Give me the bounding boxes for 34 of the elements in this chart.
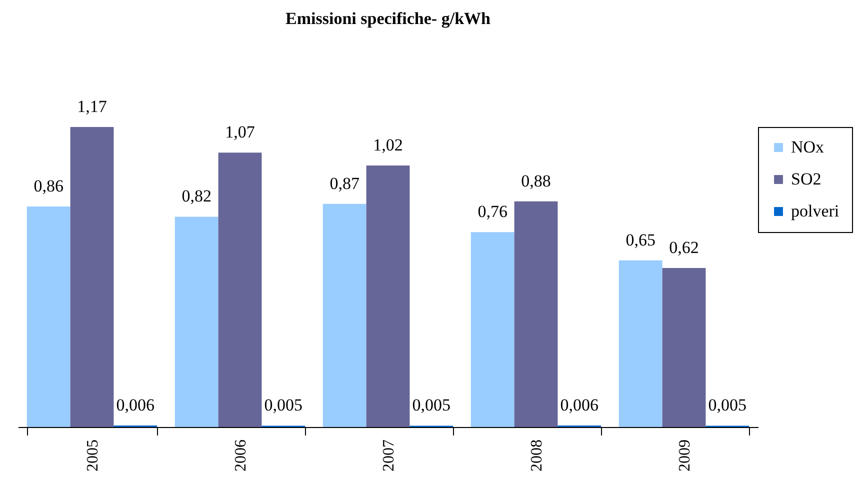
x-tick-label: 2008 bbox=[528, 440, 546, 472]
data-label: 0,006 bbox=[116, 395, 155, 414]
x-tick-label: 2006 bbox=[232, 440, 250, 472]
bar bbox=[366, 165, 410, 427]
bar bbox=[470, 232, 514, 427]
data-label: 0,62 bbox=[669, 238, 699, 258]
legend-label: NOx bbox=[791, 138, 825, 156]
bar bbox=[322, 204, 366, 427]
x-tick-label: 2005 bbox=[84, 440, 102, 472]
legend-label: SO2 bbox=[791, 170, 822, 188]
data-label: 0,76 bbox=[478, 202, 508, 222]
data-label: 1,17 bbox=[77, 97, 108, 116]
data-label: 0,005 bbox=[708, 396, 747, 415]
data-label: 1,07 bbox=[225, 122, 256, 142]
data-label: 0,005 bbox=[412, 396, 451, 415]
bar bbox=[174, 216, 218, 427]
bar bbox=[662, 268, 706, 427]
data-label: 0,65 bbox=[626, 230, 656, 250]
bar bbox=[26, 206, 70, 427]
x-tick-label: 2007 bbox=[380, 440, 398, 472]
data-label: 1,02 bbox=[373, 135, 403, 154]
bar bbox=[218, 152, 262, 427]
data-label: 0,87 bbox=[330, 174, 360, 193]
bar bbox=[514, 201, 558, 427]
chart-title: Emissioni specifiche- g/kWh bbox=[286, 9, 492, 28]
data-label: 0,005 bbox=[264, 396, 303, 415]
legend-label: polveri bbox=[791, 202, 840, 220]
data-label: 0,88 bbox=[521, 171, 551, 190]
bar bbox=[618, 260, 662, 427]
bar bbox=[70, 127, 114, 427]
data-label: 0,006 bbox=[560, 395, 599, 414]
data-label: 0,86 bbox=[34, 176, 64, 196]
x-tick-label: 2009 bbox=[676, 440, 694, 472]
data-label: 0,82 bbox=[182, 186, 212, 206]
